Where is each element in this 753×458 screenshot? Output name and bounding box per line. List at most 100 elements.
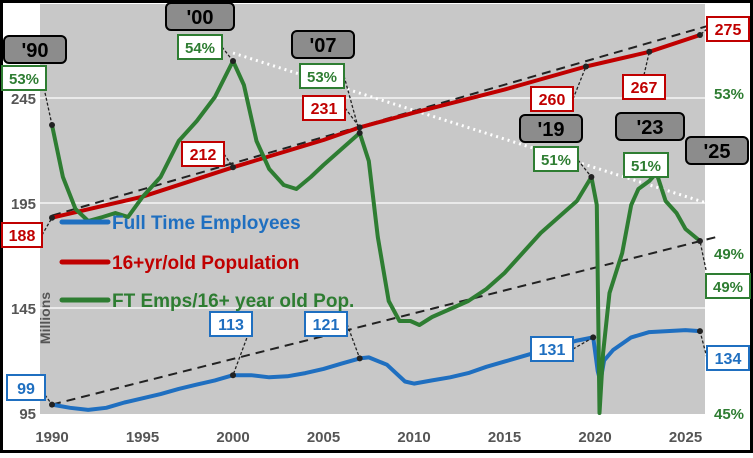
16-yr-old-population-line [50, 33, 702, 220]
leader-arrowhead [696, 32, 703, 38]
pop-label-260: 260 [539, 92, 566, 109]
emp-label-113-box [209, 311, 253, 337]
year-tags: '90 '00 '07 '19 '23 '25 [3, 2, 749, 165]
leader-arrowhead [582, 63, 589, 70]
y-tick-label: 195 [11, 196, 36, 213]
trend-lines [51, 23, 719, 406]
y2-tick-label: 45% [714, 406, 744, 423]
year-tag-1990: '90 [21, 40, 48, 62]
x-tick-label: 2010 [397, 429, 430, 446]
ratio-label-2023: 51% [631, 158, 661, 175]
year-tag-1990-box [3, 35, 67, 64]
leader-line [572, 66, 587, 100]
legend-label-full-time-employees: Full Time Employees [112, 213, 301, 234]
year-tag-2019: '19 [537, 119, 564, 141]
pop-label-260-box [530, 86, 574, 112]
leader-line [643, 51, 650, 76]
leader-line [223, 153, 234, 168]
legend: Full Time Employees 16+yr/old Population… [59, 213, 354, 312]
emp-label-113: 113 [218, 317, 244, 334]
leader-arrowhead [230, 58, 236, 64]
x-tick-label: 2015 [488, 429, 521, 446]
leader-arrowhead [588, 174, 595, 180]
y-tick-label: 95 [19, 406, 36, 423]
leader-line [344, 107, 361, 128]
leader-line [572, 336, 594, 350]
year-tag-2007-box [291, 30, 355, 59]
axis-ticks: 95 145 195 245 45% 49% 53% 1990 1995 2000 2005 2010… [11, 86, 744, 446]
y-tick-label: 145 [11, 301, 36, 318]
leader-arrowhead [230, 372, 236, 379]
emp-label-131-box [530, 336, 574, 362]
ratio-label-2007: 53% [307, 69, 337, 86]
x-tick-label: 2000 [216, 429, 249, 446]
year-tag-2007: '07 [309, 35, 336, 57]
ratio-label-2007-box [299, 63, 345, 89]
pop-label-267-box [622, 74, 666, 100]
pop-label-275: 275 [715, 22, 742, 39]
leader-arrowhead [590, 334, 597, 341]
population-callouts: 188 212 231 260 267 275 [1, 16, 750, 248]
leader-arrowhead [356, 130, 363, 136]
emp-label-99: 99 [17, 381, 35, 398]
x-tick-label: 2020 [578, 429, 611, 446]
y2-tick-label: 49% [714, 246, 744, 263]
y-tick-label: 245 [11, 91, 36, 108]
year-tag-2019-box [519, 114, 583, 143]
ratio-label-2023-box [623, 152, 669, 178]
legend-label-ratio: FT Emps/16+ year old Pop. [112, 291, 354, 312]
ratio-label-2019-box [533, 146, 579, 172]
leader-arrowhead [49, 122, 55, 128]
year-tag-2025-box [685, 136, 749, 165]
leader-line [221, 46, 234, 62]
leader-arrowhead [230, 164, 236, 171]
pop-label-267: 267 [631, 80, 658, 97]
x-tick-label: 1995 [126, 429, 159, 446]
leader-arrowhead [646, 48, 653, 55]
pop-label-231: 231 [311, 101, 338, 118]
emp-label-121-box [304, 311, 348, 337]
pop-label-275-box [706, 16, 750, 42]
year-tag-2000: '00 [186, 7, 213, 29]
leader-arrowhead [696, 238, 703, 244]
ratio-label-2025-box [705, 273, 751, 299]
ratio-label-2025: 49% [713, 279, 743, 296]
emp-label-121: 121 [313, 317, 340, 334]
year-tag-2000-box [165, 2, 235, 31]
pop-label-188-box [1, 222, 43, 248]
year-tag-2025: '25 [703, 141, 730, 163]
year-tag-2023-box [615, 112, 685, 141]
ratio-callouts: 53% 54% 53% 51% 51% 49% [1, 34, 751, 299]
leader-line [43, 87, 53, 126]
pop-label-188: 188 [9, 228, 36, 245]
population-trend-line [51, 23, 713, 217]
emp-label-99-box [6, 374, 46, 401]
leader-arrowhead [49, 401, 55, 408]
ratio-label-1990: 53% [9, 71, 39, 88]
leader-line [346, 323, 361, 359]
x-tick-label: 2005 [307, 429, 340, 446]
emp-label-134-box [706, 345, 750, 371]
leader-line [232, 323, 253, 376]
ratio-label-2000: 54% [185, 40, 215, 57]
legend-label-population: 16+yr/old Population [112, 253, 299, 274]
ratio-label-2000-box [177, 34, 223, 60]
y2-tick-label: 53% [714, 86, 744, 103]
series-lines [50, 33, 702, 415]
leader-arrowhead [356, 124, 363, 131]
leader-arrowhead [356, 355, 363, 362]
emp-label-131: 131 [539, 342, 566, 359]
pop-label-231-box [302, 95, 346, 121]
leader-arrowhead [696, 328, 703, 335]
year-tag-2023: '23 [636, 117, 663, 139]
ratio-label-1990-box [1, 65, 47, 91]
ft-emps-16-year-old-pop--line [50, 59, 702, 415]
x-tick-label: 1990 [35, 429, 68, 446]
y-axis-label: Millions [37, 292, 53, 344]
employees-trend-line [51, 235, 719, 406]
leader-arrowhead [49, 214, 55, 221]
emp-label-134: 134 [715, 351, 742, 368]
pop-label-212: 212 [190, 147, 217, 164]
leader-line [577, 159, 592, 178]
